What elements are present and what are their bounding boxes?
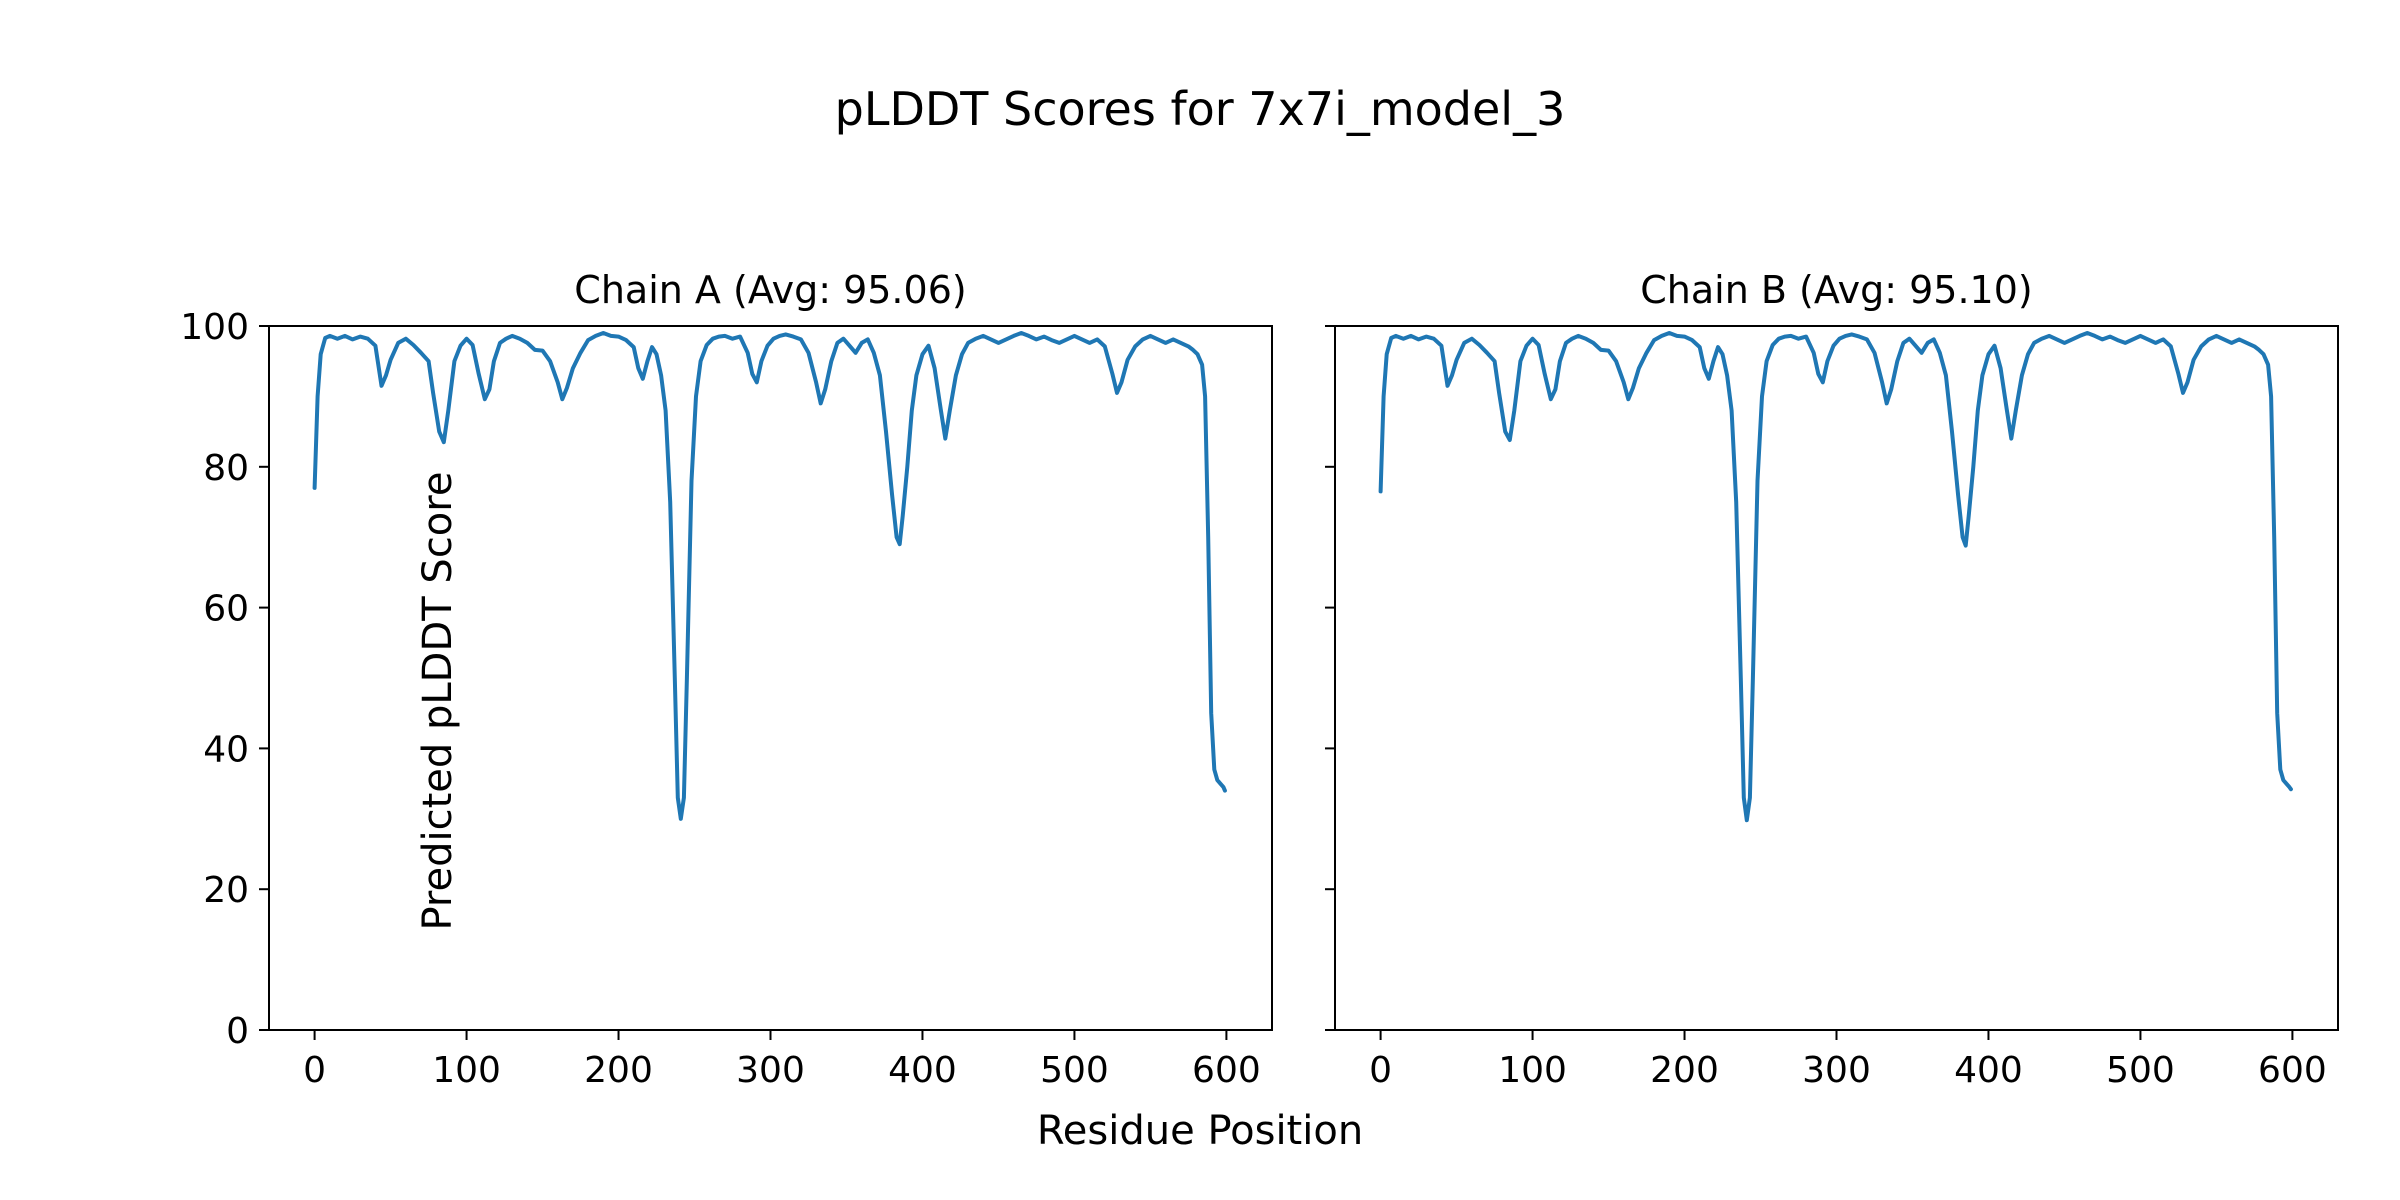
y-tick-label: 0 [226,1011,249,1052]
x-tick-label: 100 [1498,1050,1567,1091]
plddt-line-series [312,331,1227,821]
x-tick-label: 300 [736,1050,805,1091]
y-tick-label: 100 [180,311,249,348]
y-tick-label: 40 [203,729,249,770]
x-tick-label: 0 [1369,1050,1392,1091]
x-tick-label: 600 [2258,1050,2327,1091]
x-tick-label: 500 [2106,1050,2175,1091]
subplot-title-chain-b: Chain B (Avg: 95.10) [1640,268,2033,312]
x-tick-label: 200 [584,1050,653,1091]
y-tick-label: 60 [203,589,249,630]
x-tick-label: 400 [888,1050,957,1091]
chain-b-line-chart: 0 100 200 300 400 500 600 [1325,325,2339,1091]
x-tick-label: 100 [432,1050,501,1091]
figure-title: pLDDT Scores for 7x7i_model_3 [834,82,1566,136]
axes-box [1334,325,2339,1031]
chain-a-line-chart: 0 100 200 300 400 500 600 0 20 40 60 80 100 [180,311,1273,1091]
x-tick-label: 0 [303,1050,326,1091]
y-tick-label: 20 [203,870,249,911]
x-tick-label: 600 [1192,1050,1261,1091]
y-tick-label: 80 [203,448,249,489]
x-axis-label: Residue Position [1036,1108,1364,1154]
x-tick-label: 300 [1802,1050,1871,1091]
plddt-line-series [1378,331,2293,823]
x-tick-label: 400 [1954,1050,2023,1091]
subplot-title-chain-a: Chain A (Avg: 95.06) [574,268,967,312]
x-tick-label: 500 [1040,1050,1109,1091]
x-tick-label: 200 [1650,1050,1719,1091]
axes-box [268,325,1273,1031]
